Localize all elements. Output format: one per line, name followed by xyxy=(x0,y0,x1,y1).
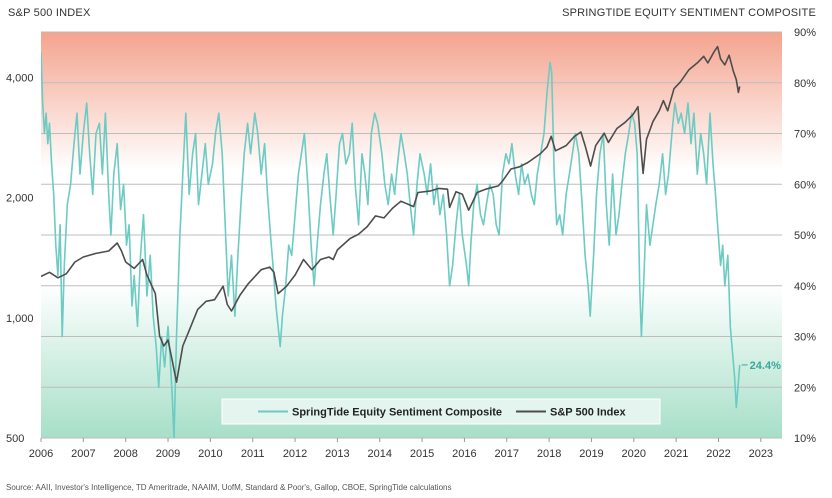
x-tick-label: 2017 xyxy=(495,448,519,460)
x-tick-label: 2009 xyxy=(156,448,180,460)
left-tick-label: 2,000 xyxy=(6,193,34,205)
x-tick-label: 2023 xyxy=(749,448,773,460)
x-tick-label: 2006 xyxy=(29,448,53,460)
left-axis-title: S&P 500 INDEX xyxy=(8,7,91,19)
right-axis-title: SPRINGTIDE EQUITY SENTIMENT COMPOSITE xyxy=(562,7,816,19)
right-tick-label: 90% xyxy=(794,27,816,39)
right-tick-label: 60% xyxy=(794,179,816,191)
x-tick-label: 2010 xyxy=(198,448,222,460)
callout-value: 24.4% xyxy=(750,360,781,372)
x-tick-label: 2022 xyxy=(706,448,730,460)
sp500-index-line xyxy=(41,45,741,383)
right-tick-label: 10% xyxy=(794,433,816,445)
legend: SpringTide Equity Sentiment Composite S&… xyxy=(221,398,661,425)
right-tick-label: 80% xyxy=(794,78,816,90)
x-tick-label: 2020 xyxy=(622,448,646,460)
x-tick-label: 2014 xyxy=(368,448,392,460)
x-tick-label: 2021 xyxy=(664,448,688,460)
legend-box xyxy=(221,398,661,425)
legend-label-sentiment: SpringTide Equity Sentiment Composite xyxy=(292,407,502,419)
right-axis-ticks: 10% 20% 30% 40% 50% 60% 70% 80% 90% xyxy=(794,27,816,445)
x-tick-label: 2013 xyxy=(325,448,349,460)
x-tick-label: 2018 xyxy=(537,448,561,460)
x-tick-label: 2008 xyxy=(113,448,137,460)
left-tick-label: 500 xyxy=(6,433,24,445)
x-tick-label: 2007 xyxy=(71,448,95,460)
x-tick-label: 2016 xyxy=(452,448,476,460)
x-tick-label: 2019 xyxy=(579,448,603,460)
right-tick-label: 30% xyxy=(794,332,816,344)
sentiment-composite-line xyxy=(41,52,741,438)
left-tick-label: 1,000 xyxy=(6,313,34,325)
x-axis-ticks: 2006 2007 2008 2009 2010 2011 2012 2013 2014 2015… xyxy=(29,438,773,460)
right-tick-label: 70% xyxy=(794,129,816,141)
grid-lines xyxy=(41,31,782,439)
right-tick-label: 20% xyxy=(794,382,816,394)
right-tick-label: 50% xyxy=(794,230,816,242)
right-tick-label: 40% xyxy=(794,281,816,293)
left-tick-label: 4,000 xyxy=(6,72,34,84)
legend-label-sp500: S&P 500 Index xyxy=(550,407,626,419)
x-tick-label: 2011 xyxy=(241,448,265,460)
left-axis-ticks: 500 1,000 2,000 4,000 xyxy=(6,72,34,445)
x-tick-label: 2012 xyxy=(283,448,307,460)
x-tick-label: 2015 xyxy=(410,448,434,460)
source-note: Source: AAII, Investor's Intelligence, T… xyxy=(6,483,451,492)
